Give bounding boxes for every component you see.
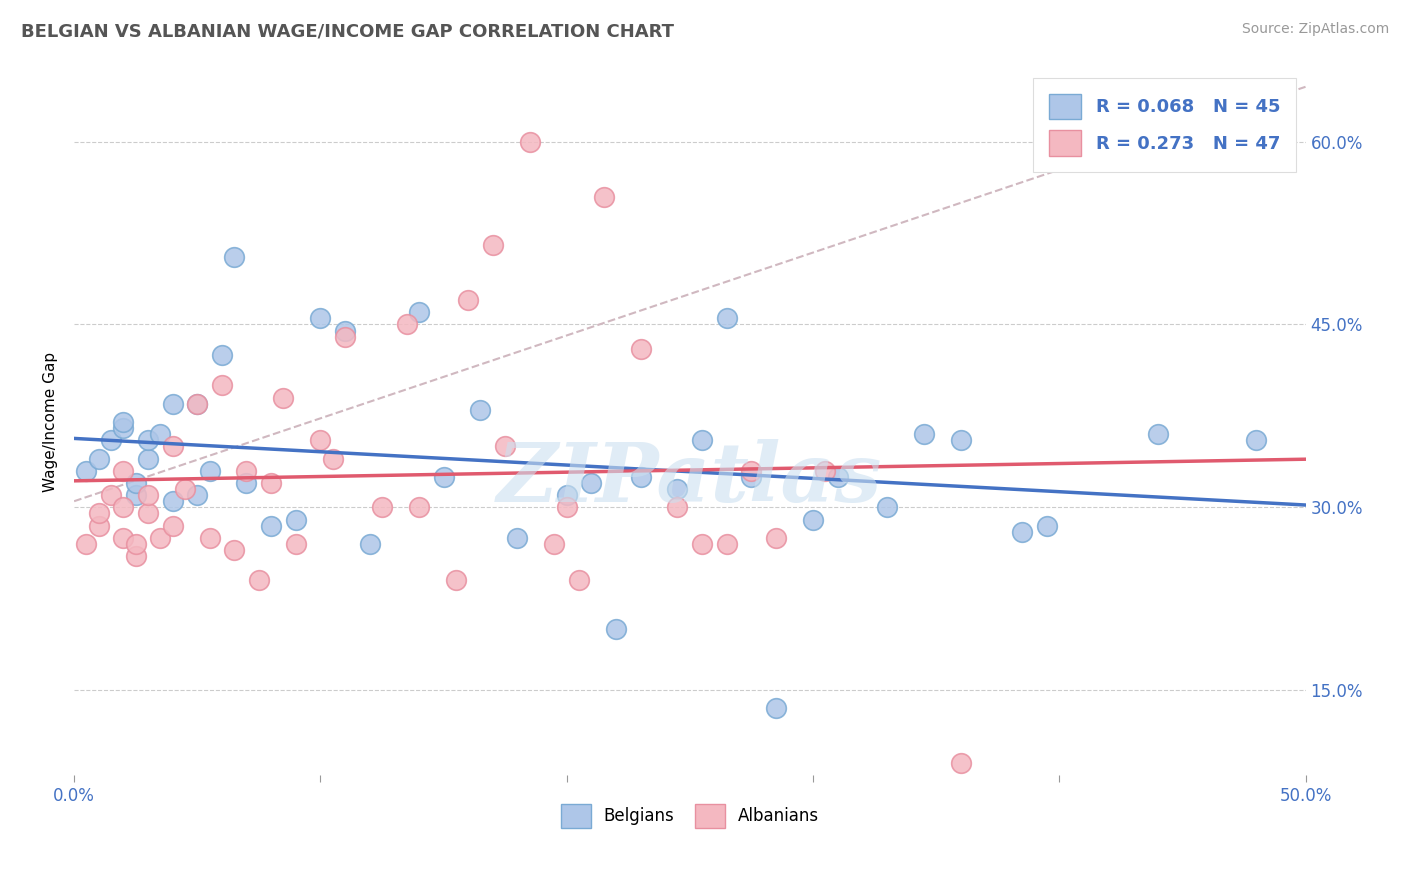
Point xyxy=(260,518,283,533)
Point xyxy=(149,427,172,442)
Point xyxy=(162,494,184,508)
Point xyxy=(1036,518,1059,533)
Point xyxy=(112,464,135,478)
Point xyxy=(481,238,503,252)
Y-axis label: Wage/Income Gap: Wage/Income Gap xyxy=(44,352,58,492)
Text: Source: ZipAtlas.com: Source: ZipAtlas.com xyxy=(1241,22,1389,37)
Point xyxy=(260,475,283,490)
Point xyxy=(814,464,837,478)
Point xyxy=(75,537,97,551)
Point xyxy=(876,500,898,515)
Point xyxy=(87,507,110,521)
Point xyxy=(235,464,257,478)
Point xyxy=(112,415,135,429)
Point xyxy=(470,402,492,417)
Point xyxy=(506,531,529,545)
Point xyxy=(630,342,652,356)
Point xyxy=(186,397,208,411)
Point xyxy=(543,537,565,551)
Point xyxy=(457,293,479,307)
Point xyxy=(273,391,295,405)
Point xyxy=(309,311,332,326)
Point xyxy=(581,475,603,490)
Point xyxy=(87,518,110,533)
Point xyxy=(494,439,516,453)
Point xyxy=(1146,427,1168,442)
Point xyxy=(740,470,762,484)
Point xyxy=(211,348,233,362)
Point xyxy=(124,475,146,490)
Point xyxy=(174,482,197,496)
Point xyxy=(408,500,430,515)
Point xyxy=(100,488,122,502)
Point xyxy=(224,543,246,558)
Point xyxy=(124,549,146,563)
Text: ZIPatlas: ZIPatlas xyxy=(498,439,883,518)
Point xyxy=(568,574,591,588)
Point xyxy=(690,537,713,551)
Point xyxy=(949,434,972,448)
Point xyxy=(284,537,307,551)
Point xyxy=(284,512,307,526)
Point xyxy=(112,531,135,545)
Point xyxy=(100,434,122,448)
Point xyxy=(124,537,146,551)
Point xyxy=(666,482,689,496)
Point xyxy=(162,518,184,533)
Point xyxy=(333,324,356,338)
Point xyxy=(1011,524,1033,539)
Point xyxy=(716,537,738,551)
Text: BELGIAN VS ALBANIAN WAGE/INCOME GAP CORRELATION CHART: BELGIAN VS ALBANIAN WAGE/INCOME GAP CORR… xyxy=(21,22,673,40)
Point xyxy=(555,500,578,515)
Point xyxy=(555,488,578,502)
Point xyxy=(1246,434,1268,448)
Point xyxy=(630,470,652,484)
Point xyxy=(359,537,381,551)
Point xyxy=(395,318,418,332)
Point xyxy=(186,488,208,502)
Point xyxy=(740,464,762,478)
Point xyxy=(912,427,935,442)
Point xyxy=(136,434,159,448)
Point xyxy=(432,470,454,484)
Point xyxy=(690,434,713,448)
Point xyxy=(309,434,332,448)
Point xyxy=(408,305,430,319)
Point xyxy=(765,701,787,715)
Point xyxy=(605,622,627,636)
Point xyxy=(112,500,135,515)
Point xyxy=(235,475,257,490)
Point xyxy=(211,378,233,392)
Point xyxy=(186,397,208,411)
Point xyxy=(765,531,787,545)
Point xyxy=(112,421,135,435)
Point xyxy=(124,488,146,502)
Point xyxy=(827,470,849,484)
Point xyxy=(198,531,221,545)
Point xyxy=(149,531,172,545)
Point xyxy=(716,311,738,326)
Point xyxy=(333,329,356,343)
Point xyxy=(949,756,972,771)
Point xyxy=(224,251,246,265)
Point xyxy=(247,574,270,588)
Point xyxy=(371,500,394,515)
Point xyxy=(198,464,221,478)
Point xyxy=(322,451,344,466)
Legend: Belgians, Albanians: Belgians, Albanians xyxy=(554,797,825,834)
Point xyxy=(162,397,184,411)
Point xyxy=(75,464,97,478)
Point xyxy=(87,451,110,466)
Point xyxy=(666,500,689,515)
Point xyxy=(444,574,467,588)
Point xyxy=(519,135,541,149)
Point xyxy=(592,189,614,203)
Point xyxy=(136,488,159,502)
Point xyxy=(136,451,159,466)
Point xyxy=(162,439,184,453)
Point xyxy=(136,507,159,521)
Point xyxy=(801,512,824,526)
